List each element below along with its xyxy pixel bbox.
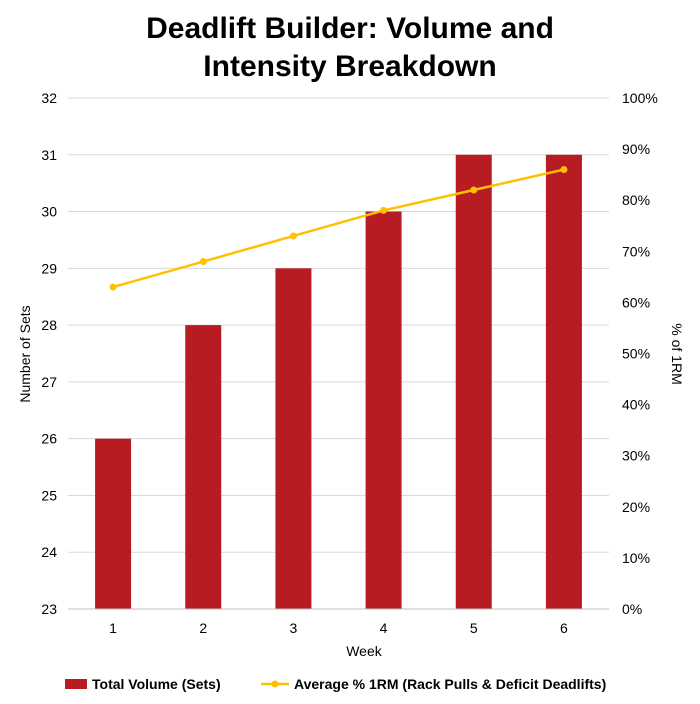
y-axis-title: Number of Sets [17,305,33,402]
line-series [109,166,568,291]
legend: Total Volume (Sets) Average % 1RM (Rack … [65,676,606,692]
y-tick-label-32: 32 [41,90,57,106]
x-tick-label-3: 3 [290,620,298,636]
marker-week-6 [560,166,568,174]
y2-tick-label-60: 60% [622,294,650,310]
x-tick-label-1: 1 [109,620,117,636]
y-tick-label-26: 26 [41,431,57,447]
y-tick-label-23: 23 [41,601,57,617]
legend-label-average-1rm: Average % 1RM (Rack Pulls & Deficit Dead… [294,676,606,692]
y2-tick-label-80: 80% [622,192,650,208]
y2-tick-label-90: 90% [622,141,650,157]
y2-tick-label-70: 70% [622,243,650,259]
legend-label-total-volume: Total Volume (Sets) [92,676,221,692]
y-tick-label-28: 28 [41,317,57,333]
y-tick-label-29: 29 [41,260,57,276]
x-tick-label-4: 4 [380,620,388,636]
y2-tick-label-10: 10% [622,550,650,566]
marker-week-4 [380,206,388,214]
legend-swatch-marker-average-1rm [271,680,279,688]
y-tick-label-27: 27 [41,374,57,390]
y-tick-label-24: 24 [41,544,57,560]
bar-week-4 [365,211,402,610]
x-axis-title: Week [346,643,383,659]
y2-tick-label-50: 50% [622,346,650,362]
bar-week-2 [185,325,222,609]
y-tick-label-25: 25 [41,487,57,503]
y2-tick-label-30: 30% [622,448,650,464]
x-tick-label-6: 6 [560,620,568,636]
legend-swatch-total-volume [65,679,87,689]
bar-week-5 [455,154,492,609]
y-tick-label-30: 30 [41,204,57,220]
y2-tick-label-0: 0% [622,601,642,617]
x-tick-label-2: 2 [199,620,207,636]
bar-week-6 [545,154,582,609]
y2-tick-label-20: 20% [622,499,650,515]
y2-tick-label-40: 40% [622,397,650,413]
bar-week-3 [275,268,312,609]
x-tick-label-5: 5 [470,620,478,636]
marker-week-1 [109,283,117,291]
y2-axis-title: % of 1RM [669,323,685,384]
marker-week-3 [289,232,297,240]
bar-series [95,154,582,610]
marker-week-2 [199,258,207,266]
marker-week-5 [470,186,478,194]
y2-tick-label-100: 100% [622,90,658,106]
y-tick-label-31: 31 [41,147,57,163]
line-average-1rm [112,168,565,289]
chart-title-line-2: Intensity Breakdown [203,50,496,83]
bar-week-1 [95,438,132,609]
chart-title-line-1: Deadlift Builder: Volume and [146,12,554,45]
gridlines [68,97,609,553]
axes: 232425262728293031320%10%20%30%40%50%60%… [41,90,657,636]
